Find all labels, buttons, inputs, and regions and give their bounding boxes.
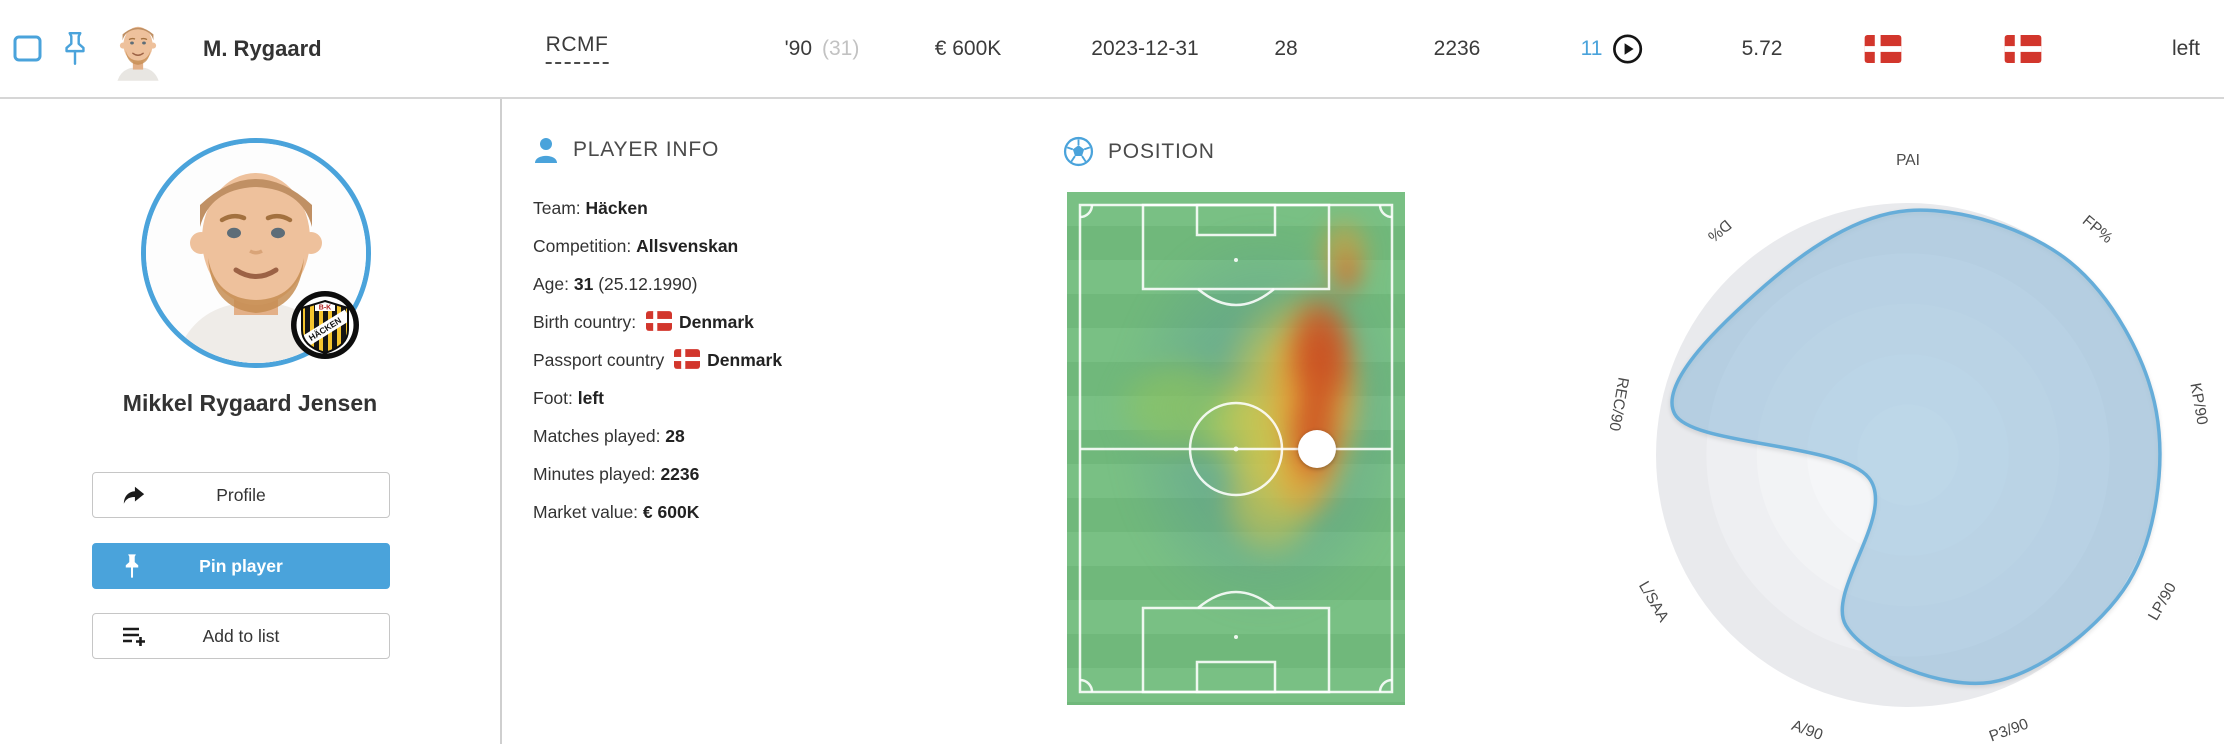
player-info-row: Age: 31 (25.12.1990): [533, 274, 698, 294]
radar-axis-label: PAI: [1896, 152, 1920, 169]
denmark-flag-icon: [674, 349, 701, 369]
position-title: POSITION: [1108, 139, 1215, 163]
topbar-matches: 28: [1274, 36, 1298, 60]
player-avatar: [114, 0, 162, 97]
player-header-bar: M. Rygaard RCMF '90 (31) € 600K 2023-12-31 28…: [0, 0, 2224, 99]
denmark-flag-icon: [1864, 34, 1902, 63]
denmark-flag-icon: [2004, 34, 2042, 63]
denmark-flag-icon: [645, 311, 672, 331]
svg-text:B-K: B-K: [319, 305, 331, 312]
add-list-icon: [121, 625, 147, 647]
profile-button[interactable]: Profile: [92, 472, 390, 518]
heatmap-blobs: [1067, 192, 1405, 705]
pin-player-button[interactable]: Pin player: [92, 543, 390, 589]
player-info-row: Competition: Allsvenskan: [533, 236, 739, 256]
performance-radar-chart: PAI FP% KP/90 LP/90 P3/90 A/90 L/SAA REC/90 D%: [1600, 150, 2224, 746]
soccer-ball-icon: [1063, 136, 1094, 167]
player-info-row: Foot: left: [533, 388, 604, 408]
topbar-market-value: € 600K: [934, 36, 1002, 60]
player-info-row: Minutes played: 2236: [533, 464, 700, 484]
share-arrow-icon: [121, 483, 147, 507]
player-info-row: Birth country: Denmark: [533, 311, 754, 332]
position-header: POSITION: [1063, 136, 1215, 167]
panel-divider: [500, 0, 502, 744]
add-to-list-button-label: Add to list: [202, 626, 280, 646]
radar-value-area: [1670, 208, 2162, 686]
topbar-position[interactable]: RCMF: [545, 0, 609, 97]
player-full-name: Mikkel Rygaard Jensen: [122, 390, 378, 416]
radar-ring: [1857, 404, 1959, 506]
position-heatmap: [1067, 192, 1405, 705]
select-checkbox[interactable]: [13, 0, 43, 97]
player-short-name: M. Rygaard: [203, 35, 322, 61]
topbar-contract-expires: 2023-12-31: [1091, 36, 1199, 60]
player-info-row: Matches played: 28: [533, 426, 685, 446]
player-info-row: Team: Häcken: [533, 198, 648, 218]
player-info-rows: Team: Häcken Competition: Allsvenskan Age:…: [533, 189, 782, 531]
profile-button-label: Profile: [216, 485, 266, 505]
player-info-header: PLAYER INFO: [533, 136, 719, 164]
player-info-title: PLAYER INFO: [573, 138, 720, 161]
pin-icon[interactable]: [60, 0, 90, 97]
player-position-marker: [1298, 429, 1337, 468]
pin-player-button-label: Pin player: [199, 556, 283, 576]
person-icon: [533, 136, 559, 164]
club-badge-hacken: HÄCKEN B-K: [290, 290, 360, 360]
player-info-row: Market value: € 600K: [533, 502, 700, 522]
topbar-foot: left: [2171, 36, 2201, 60]
heat-zone-topright-red-tip: [1323, 238, 1372, 310]
add-to-list-button[interactable]: Add to list: [92, 613, 390, 659]
topbar-videos[interactable]: 11: [1581, 0, 1644, 97]
pin-icon: [121, 552, 143, 580]
topbar-birth-flag: [1864, 0, 1902, 97]
topbar-birth-year: '90 (31): [784, 36, 860, 60]
player-info-row: Passport country Denmark: [533, 349, 783, 370]
topbar-minutes: 2236: [1433, 36, 1481, 60]
topbar-rating: 5.72: [1741, 36, 1783, 60]
pitch-markings: [1078, 203, 1394, 694]
topbar-passport-flag: [2004, 0, 2042, 97]
play-video-icon[interactable]: [1611, 33, 1643, 65]
